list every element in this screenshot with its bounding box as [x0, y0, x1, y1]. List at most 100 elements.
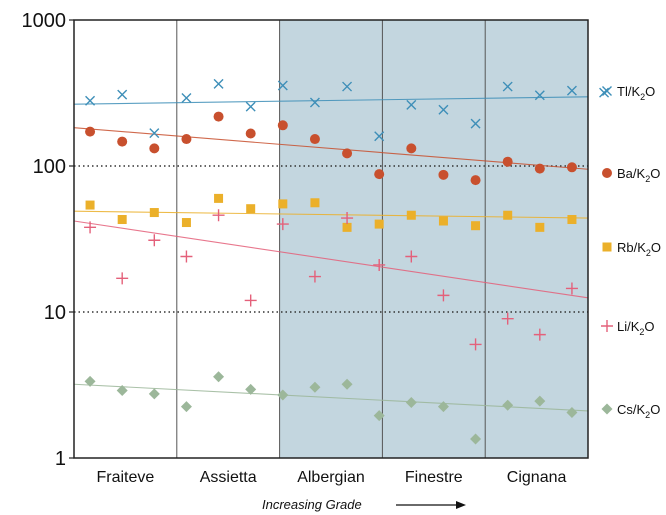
x-axis-label-group: Increasing Grade	[262, 497, 466, 512]
data-point-plus	[244, 294, 257, 307]
data-point-x	[599, 87, 610, 98]
data-point-x	[85, 95, 96, 106]
data-point-circle	[309, 134, 320, 145]
data-point-plus	[501, 312, 514, 325]
data-point-circle	[213, 111, 224, 122]
data-point-square	[117, 215, 127, 225]
data-point-x	[309, 97, 320, 108]
data-point-circle	[374, 169, 385, 180]
shaded-band-albergian	[279, 20, 383, 458]
data-point-diamond	[341, 378, 353, 390]
legend-marker-icon	[601, 403, 613, 415]
data-point-diamond	[566, 406, 578, 418]
data-point-circle	[85, 126, 96, 137]
data-point-plus	[148, 234, 161, 247]
category-label-finestre: Finestre	[405, 469, 463, 486]
data-point-plus	[341, 212, 354, 225]
legend-label: Cs/K2O	[617, 402, 660, 420]
legend-marker-icon	[602, 86, 612, 96]
data-point-square	[85, 200, 95, 210]
data-point-square	[214, 193, 224, 203]
data-point-circle	[149, 143, 160, 154]
data-point-x	[470, 118, 481, 129]
data-point-square	[567, 215, 577, 225]
data-point-square	[535, 222, 545, 232]
category-label-albergian: Albergian	[297, 469, 365, 486]
data-point-square	[438, 216, 448, 226]
category-separator-layer	[176, 20, 486, 458]
data-point-circle	[117, 136, 128, 147]
data-point-x	[374, 131, 385, 142]
data-point-diamond	[245, 383, 257, 395]
data-point-plus	[212, 209, 225, 222]
data-point-circle	[277, 120, 288, 131]
data-point-square	[471, 221, 481, 231]
legend-marker-icon	[601, 320, 613, 332]
y-tick-label: 10	[44, 302, 66, 324]
data-point-circle	[181, 134, 192, 145]
data-point-x	[342, 81, 353, 92]
data-point-plus	[469, 338, 482, 351]
category-label-fraiteve: Fraiteve	[97, 469, 155, 486]
category-label-cignana: Cignana	[507, 469, 567, 486]
data-point-diamond	[470, 433, 482, 445]
data-point-diamond	[309, 381, 321, 393]
data-point-diamond	[116, 384, 128, 396]
data-point-circle	[470, 175, 481, 186]
shaded-band-cignana	[485, 20, 588, 458]
legend-marker-icon	[602, 242, 612, 252]
data-point-plus	[565, 282, 578, 295]
trendline-plus	[73, 220, 589, 299]
category-label-assietta: Assietta	[200, 469, 257, 486]
data-point-circle	[406, 143, 417, 154]
data-point-circle	[245, 128, 256, 139]
data-point-circle	[566, 162, 577, 173]
data-point-circle	[534, 163, 545, 174]
category-background-layer	[279, 20, 588, 458]
y-tick-label: 1000	[22, 10, 67, 32]
data-point-x	[181, 93, 192, 104]
legend-label: Tl/K2O	[617, 84, 655, 102]
data-point-square	[149, 208, 159, 218]
data-point-square	[278, 199, 288, 209]
data-point-x	[149, 128, 160, 139]
data-point-square	[406, 210, 416, 220]
data-point-x	[566, 85, 577, 96]
data-point-x	[438, 104, 449, 115]
legend-marker-icon	[602, 168, 612, 178]
data-point-plus	[308, 270, 321, 283]
data-point-x	[406, 99, 417, 110]
trendline-diamond	[73, 383, 589, 412]
data-point-x	[277, 80, 288, 91]
data-point-diamond	[213, 371, 225, 383]
legend-label: Li/K2O	[617, 319, 655, 337]
data-point-x	[245, 101, 256, 112]
data-point-layer	[84, 78, 610, 445]
data-point-diamond	[502, 399, 514, 411]
data-point-x	[502, 81, 513, 92]
data-point-square	[246, 204, 256, 214]
data-point-square	[342, 222, 352, 232]
data-point-plus	[276, 218, 289, 231]
trendline-layer	[73, 96, 589, 412]
data-point-diamond	[373, 410, 385, 422]
data-point-square	[310, 198, 320, 208]
trendline-square	[73, 210, 589, 219]
data-point-x	[534, 90, 545, 101]
data-point-diamond	[84, 375, 96, 387]
y-tick-label: 100	[33, 156, 66, 178]
data-point-plus	[373, 258, 386, 271]
data-point-square	[181, 218, 191, 228]
data-point-diamond	[405, 396, 417, 408]
data-point-square	[503, 210, 513, 220]
data-point-diamond	[437, 401, 449, 413]
data-point-circle	[502, 156, 513, 167]
data-point-diamond	[277, 389, 289, 401]
trendline-circle	[73, 127, 589, 170]
y-axis-ticks: 1 10 100 1000	[22, 10, 74, 470]
trendline-x	[73, 96, 589, 105]
category-labels: Fraiteve Assietta Albergian Finestre Cignana	[97, 469, 567, 486]
data-point-circle	[342, 148, 353, 159]
arrow-head-icon	[456, 501, 466, 509]
